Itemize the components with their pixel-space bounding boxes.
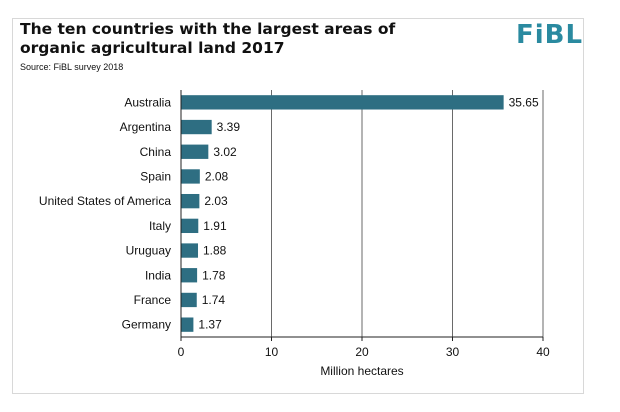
value-label-9: 1.37 xyxy=(198,318,222,332)
category-label-2: China xyxy=(140,145,172,159)
x-tick-label-20: 20 xyxy=(355,345,369,359)
category-label-3: Spain xyxy=(140,169,171,183)
value-label-2: 3.02 xyxy=(213,145,237,159)
bar-1 xyxy=(181,119,212,135)
category-label-9: Germany xyxy=(122,318,171,332)
x-axis-label: Million hectares xyxy=(320,364,403,378)
bar-7 xyxy=(181,268,198,283)
fibl-logo: FiBL xyxy=(516,20,584,50)
chart-title: The ten countries with the largest areas… xyxy=(20,20,396,57)
value-label-1: 3.39 xyxy=(217,120,241,134)
x-tick-label-0: 0 xyxy=(178,345,185,359)
bar-6 xyxy=(181,243,199,258)
bar-8 xyxy=(181,292,197,308)
category-label-5: Italy xyxy=(149,219,171,233)
bar-2 xyxy=(181,144,209,159)
category-label-7: India xyxy=(145,268,171,282)
bar-3 xyxy=(181,169,200,184)
x-tick-label-30: 30 xyxy=(446,345,460,359)
value-label-3: 2.08 xyxy=(205,169,229,183)
value-label-5: 1.91 xyxy=(203,219,227,233)
bar-0 xyxy=(181,95,504,110)
chart-source: Source: FiBL survey 2018 xyxy=(20,62,124,72)
value-label-7: 1.78 xyxy=(202,268,226,282)
x-tick-label-40: 40 xyxy=(536,345,550,359)
bar-4 xyxy=(181,193,200,209)
category-label-6: Uruguay xyxy=(126,244,171,258)
value-label-4: 2.03 xyxy=(204,194,228,208)
bar-5 xyxy=(181,218,199,234)
bar-9 xyxy=(181,317,194,332)
chart-frame xyxy=(12,18,584,394)
category-label-4: United States of America xyxy=(39,194,171,208)
value-label-0: 35.65 xyxy=(509,95,539,109)
category-label-1: Argentina xyxy=(120,120,172,134)
value-label-8: 1.74 xyxy=(202,293,226,307)
category-label-8: France xyxy=(134,293,172,307)
value-label-6: 1.88 xyxy=(203,244,227,258)
x-tick-label-10: 10 xyxy=(265,345,279,359)
category-label-0: Australia xyxy=(124,95,171,109)
